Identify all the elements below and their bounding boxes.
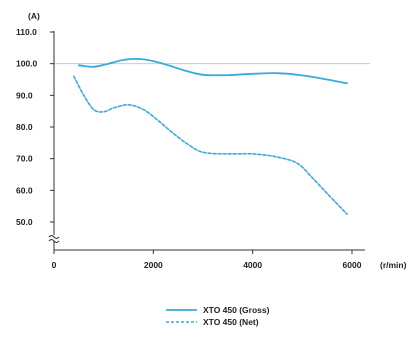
legend-label: XTO 450 (Gross): [203, 305, 270, 315]
x-tick-label: 4000: [243, 260, 262, 270]
y-tick-label: 110.0: [16, 27, 37, 37]
y-tick-label: 80.0: [16, 122, 33, 132]
x-tick-label: 6000: [343, 260, 362, 270]
series-line-gross: [77, 57, 348, 85]
legend-label: XTO 450 (Net): [203, 317, 259, 327]
y-tick-label: 60.0: [16, 185, 33, 195]
series-line-net: [73, 75, 348, 215]
y-tick-label: 70.0: [16, 154, 33, 164]
x-tick-label: 0: [52, 260, 57, 270]
y-tick-label: 50.0: [16, 217, 33, 227]
y-tick-label: 100.0: [16, 59, 38, 69]
legend: XTO 450 (Gross) XTO 450 (Net): [166, 305, 270, 327]
x-axis-unit-label: (r/min): [380, 260, 407, 270]
axis-break-symbol: [48, 235, 60, 243]
x-tick-label: 2000: [144, 260, 163, 270]
y-tick-label: 90.0: [16, 90, 33, 100]
y-axis-unit-label: (A): [28, 11, 40, 21]
